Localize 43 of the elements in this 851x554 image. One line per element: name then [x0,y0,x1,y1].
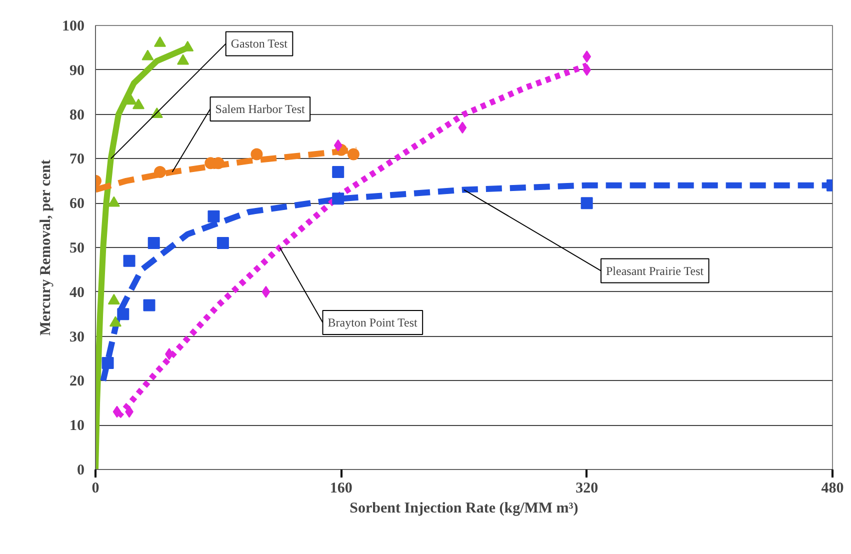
point [332,166,344,178]
point [347,148,360,160]
point [112,406,122,418]
point [250,148,263,160]
y-tick-label: 30 [70,329,84,346]
point [177,54,190,65]
y-tick-label: 0 [77,462,84,478]
x-axis-title: Sorbent Injection Rate (kg/MM m³) [350,500,578,516]
y-tick-label: 10 [70,418,84,434]
point [154,166,166,178]
y-tick-label: 100 [62,18,84,34]
y-tick-label: 40 [70,284,84,301]
annotation: Gaston Test [230,36,288,51]
point [154,36,166,47]
annotation: Salem Harbor Test [215,102,306,116]
x-tick-label: 480 [821,480,844,496]
point [334,139,342,152]
y-tick-label: 60 [70,196,84,212]
annotation: Pleasant Prairie Test [606,264,704,278]
point [143,299,156,312]
point [123,254,136,267]
y-axis-title: Mercury Removal, per cent [38,160,54,336]
point [458,122,467,134]
point [142,50,154,60]
x-tick-label: 0 [92,480,100,496]
point [262,286,270,298]
y-tick-label: 50 [70,240,84,256]
point [148,237,160,250]
point [117,308,130,320]
y-tick-label: 20 [70,374,84,390]
y-tick-label: 90 [70,62,84,79]
y-tick-label: 80 [70,107,84,124]
annotation: Brayton Point Test [328,316,418,330]
point [102,356,114,369]
y-tick-label: 70 [70,152,84,168]
point [108,196,120,207]
x-tick-label: 320 [576,480,598,496]
point [580,197,593,210]
point [216,237,229,250]
point [132,98,144,110]
x-tick-label: 160 [330,480,352,496]
point [332,192,344,205]
point [208,210,220,222]
